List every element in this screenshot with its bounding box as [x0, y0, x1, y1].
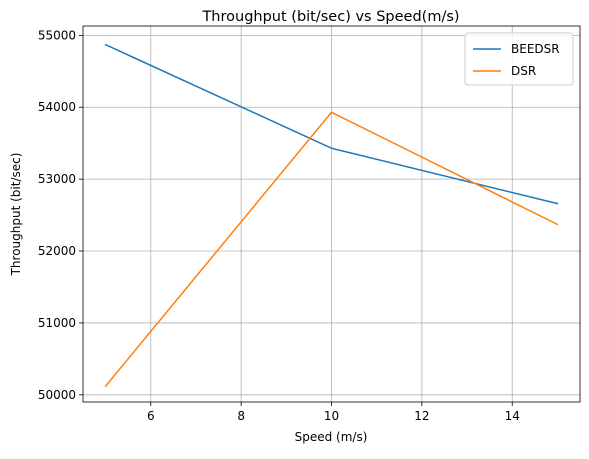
y-tick-label: 54000 — [38, 100, 76, 114]
legend-label-dsr: DSR — [511, 64, 536, 78]
series-line-beedsr — [104, 43, 559, 205]
x-tick-label: 8 — [237, 409, 245, 423]
y-tick-label: 50000 — [38, 388, 76, 402]
series-lines — [104, 43, 559, 388]
y-tick-label: 53000 — [38, 172, 76, 186]
x-axis-label: Speed (m/s) — [295, 430, 368, 444]
chart-title: Throughput (bit/sec) vs Speed(m/s) — [201, 9, 459, 25]
x-tick-label: 10 — [324, 409, 339, 423]
y-axis-label: Throughput (bit/sec) — [9, 153, 23, 277]
y-tick-label: 55000 — [38, 28, 76, 42]
x-tick-label: 12 — [414, 409, 429, 423]
y-tick-label: 51000 — [38, 316, 76, 330]
legend-label-beedsr: BEEDSR — [511, 42, 560, 56]
series-line-dsr — [104, 111, 559, 388]
x-tick-label: 14 — [505, 409, 520, 423]
legend-box — [464, 32, 574, 86]
y-tick-label: 52000 — [38, 244, 76, 258]
x-tick-label: 6 — [147, 409, 155, 423]
axis-ticks: 6 8 10 12 14 50000 51000 52000 53000 54000 55000 — [38, 28, 520, 423]
legend: BEEDSR DSR — [464, 32, 574, 86]
